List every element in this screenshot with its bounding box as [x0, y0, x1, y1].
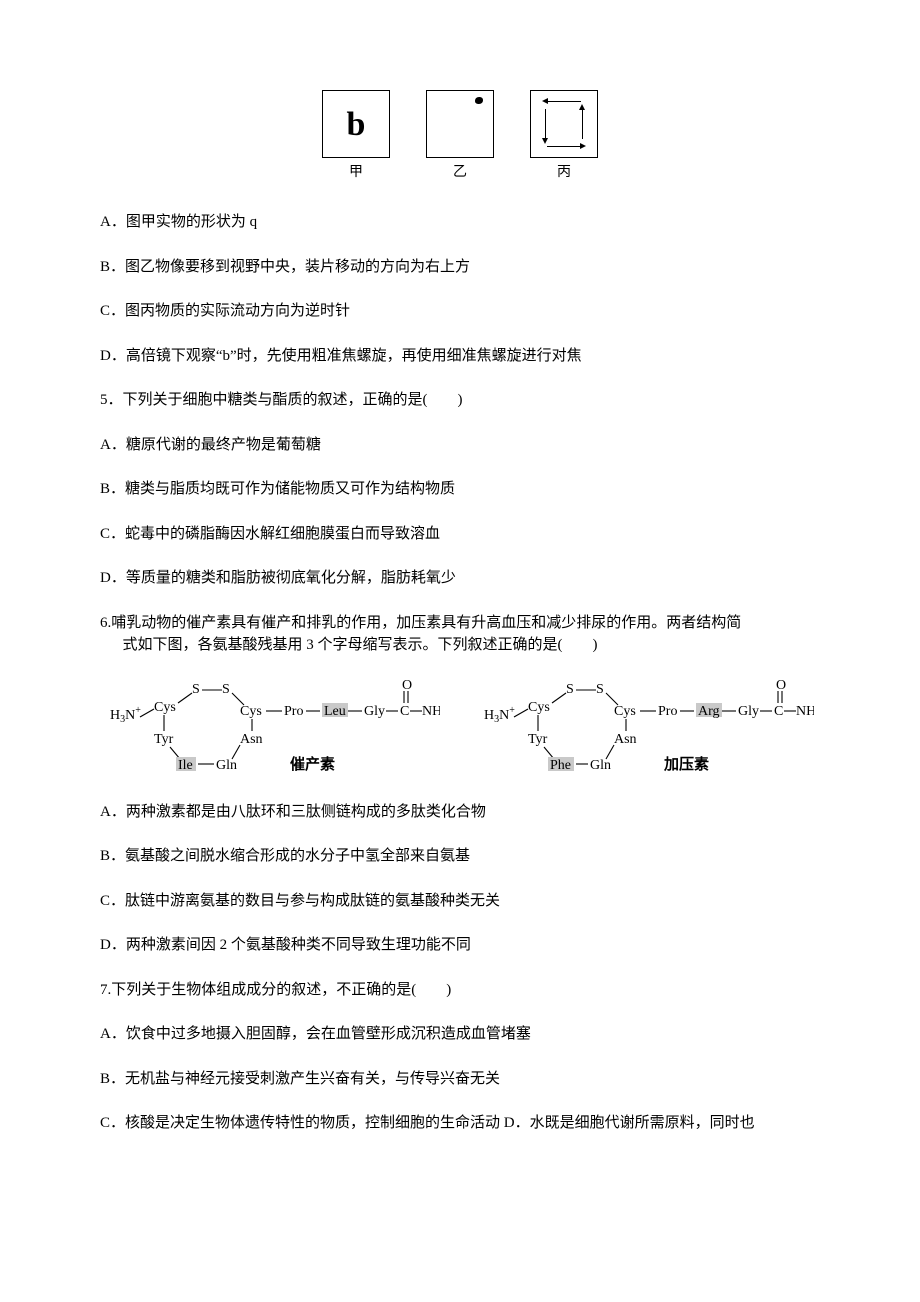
figure-cell-yi: 乙	[426, 90, 494, 183]
res-s1: S	[192, 682, 200, 697]
svg-text:Asn: Asn	[614, 732, 637, 747]
label-oxytocin: 催产素	[290, 755, 335, 773]
res-leu: Leu	[324, 704, 346, 719]
box-yi	[426, 90, 494, 158]
figure-row-q4: b 甲 乙 丙	[100, 90, 820, 183]
res-tyr: Tyr	[154, 732, 174, 747]
exam-page: b 甲 乙 丙 A．图甲实物的形状为 q B．图乙物像要移到视野中央，装片移动的…	[0, 0, 920, 1217]
res-s2: S	[222, 682, 230, 697]
q6-stem-line2: 式如下图，各氨基酸残基用 3 个字母缩写表示。下列叙述正确的是( )	[123, 637, 598, 653]
q7-option-cd: C．核酸是决定生物体遗传特性的物质，控制细胞的生命活动 D．水既是细胞代谢所需原…	[100, 1112, 820, 1135]
q4-option-d: D．高倍镜下观察“b”时，先使用粗准焦螺旋，再使用细准焦螺旋进行对焦	[100, 345, 820, 368]
q6-option-c: C．肽链中游离氨基的数目与参与构成肽链的氨基酸种类无关	[100, 890, 820, 913]
arrow-right-icon	[547, 146, 581, 147]
res-ile: Ile	[178, 758, 193, 773]
arrow-left-icon	[547, 101, 581, 102]
res-nh2: NH2	[422, 704, 440, 721]
q5-option-d: D．等质量的糖类和脂肪被彻底氧化分解，脂肪耗氧少	[100, 567, 820, 590]
q5-stem: 5．下列关于细胞中糖类与酯质的叙述，正确的是( )	[100, 389, 820, 412]
res-cys2: Cys	[240, 704, 262, 719]
q4-option-b: B．图乙物像要移到视野中央，装片移动的方向为右上方	[100, 256, 820, 279]
svg-text:NH2: NH2	[796, 704, 814, 721]
arrow-up-icon	[582, 109, 583, 139]
q4-option-c: C．图丙物质的实际流动方向为逆时针	[100, 300, 820, 323]
label-vasopressin: 加压素	[663, 755, 709, 773]
box-bing	[530, 90, 598, 158]
res-phe: Phe	[550, 758, 571, 773]
svg-text:H3N+: H3N+	[484, 705, 515, 725]
svg-text:Cys: Cys	[528, 700, 550, 715]
q6-stem-line1: 6.哺乳动物的催产素具有催产和排乳的作用，加压素具有升高血压和减少排尿的作用。两…	[100, 615, 741, 631]
q7-option-a: A．饮食中过多地摄入胆固醇，会在血管壁形成沉积造成血管堵塞	[100, 1023, 820, 1046]
vasopressin-structure: H3N+ Cys S S Cys Pro Arg Gly C O NH2 Tyr	[484, 679, 814, 779]
q6-stem: 6.哺乳动物的催产素具有催产和排乳的作用，加压素具有升高血压和减少排尿的作用。两…	[100, 612, 820, 657]
res-c: C	[400, 704, 409, 719]
figure-cell-jia: b 甲	[322, 90, 390, 183]
chem-structures: H3N+ Cys S S Cys Pro Leu Gly C O NH2 Tyr	[110, 679, 820, 779]
res-arg: Arg	[698, 704, 720, 719]
q6-option-a: A．两种激素都是由八肽环和三肽侧链构成的多肽类化合物	[100, 801, 820, 824]
res-gly: Gly	[364, 704, 385, 719]
q7-option-b: B．无机盐与神经元接受刺激产生兴奋有关，与传导兴奋无关	[100, 1068, 820, 1091]
q4-option-a: A．图甲实物的形状为 q	[100, 211, 820, 234]
svg-text:Pro: Pro	[658, 704, 677, 719]
q5-option-c: C．蛇毒中的磷脂酶因水解红细胞膜蛋白而导致溶血	[100, 523, 820, 546]
q6-option-d: D．两种激素间因 2 个氨基酸种类不同导致生理功能不同	[100, 934, 820, 957]
oxytocin-structure: H3N+ Cys S S Cys Pro Leu Gly C O NH2 Tyr	[110, 679, 440, 779]
res-pro: Pro	[284, 704, 303, 719]
q5-option-a: A．糖原代谢的最终产物是葡萄糖	[100, 434, 820, 457]
svg-text:S: S	[566, 682, 574, 697]
res-o: O	[402, 679, 412, 693]
svg-text:Gln: Gln	[590, 758, 611, 773]
caption-bing: 丙	[557, 162, 571, 183]
box-jia-letter: b	[347, 99, 366, 150]
figure-cell-bing: 丙	[530, 90, 598, 183]
res-gln: Gln	[216, 758, 237, 773]
svg-text:Gly: Gly	[738, 704, 759, 719]
dot-icon	[475, 97, 483, 104]
box-jia: b	[322, 90, 390, 158]
svg-text:Cys: Cys	[614, 704, 636, 719]
res-asn: Asn	[240, 732, 263, 747]
q6-option-b: B．氨基酸之间脱水缩合形成的水分子中氢全部来自氨基	[100, 845, 820, 868]
caption-jia: 甲	[349, 162, 363, 183]
arrow-down-icon	[545, 109, 546, 139]
svg-text:S: S	[596, 682, 604, 697]
svg-text:O: O	[776, 679, 786, 693]
caption-yi: 乙	[453, 162, 467, 183]
q5-option-b: B．糖类与脂质均既可作为储能物质又可作为结构物质	[100, 478, 820, 501]
res-cys1: Cys	[154, 700, 176, 715]
svg-text:H3N+: H3N+	[110, 705, 141, 725]
svg-text:C: C	[774, 704, 783, 719]
q7-stem: 7.下列关于生物体组成成分的叙述，不正确的是( )	[100, 979, 820, 1002]
svg-text:Tyr: Tyr	[528, 732, 548, 747]
